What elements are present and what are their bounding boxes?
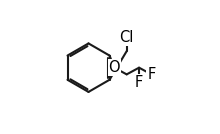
Text: O: O: [108, 60, 120, 75]
Text: Cl: Cl: [119, 30, 134, 45]
Text: F: F: [135, 75, 143, 90]
Text: F: F: [147, 67, 156, 82]
